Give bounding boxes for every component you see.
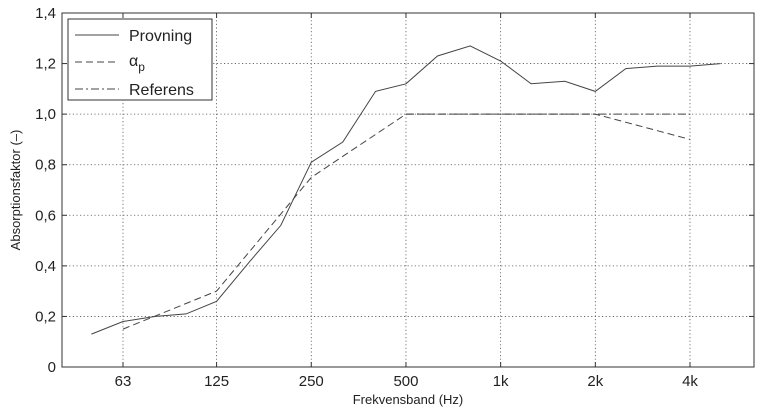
legend-label-provning: Provning xyxy=(129,28,192,45)
x-tick-label: 500 xyxy=(393,373,418,390)
x-tick-label: 250 xyxy=(299,373,324,390)
grid-layer xyxy=(62,13,754,367)
y-tick-label: 0,6 xyxy=(35,207,56,224)
x-tick-label: 63 xyxy=(115,373,132,390)
x-axis-title: Frekvensband (Hz) xyxy=(353,392,464,407)
legend-alpha-symbol: α xyxy=(129,53,138,70)
tick-layer: 63 125 250 500 1k 2k 4k 0 0,2 0,4 0,6 0,8 1,0 1,2 1,4 xyxy=(35,5,754,390)
x-tick-label: 1k xyxy=(493,373,509,390)
y-tick-label: 0 xyxy=(48,359,56,376)
y-tick-label: 1,0 xyxy=(35,106,56,123)
y-axis-title: Absorptionsfaktor (–) xyxy=(8,130,23,251)
series-line-1 xyxy=(122,113,691,330)
legend-alpha-subscript: p xyxy=(138,60,145,74)
legend: Provning αp Referens xyxy=(67,18,213,101)
legend-box xyxy=(67,18,213,101)
series-line-0 xyxy=(91,45,721,335)
x-tick-label: 125 xyxy=(204,373,229,390)
series-layer xyxy=(91,45,721,335)
x-tick-label: 4k xyxy=(682,373,698,390)
legend-label-alpha-p: αp xyxy=(129,53,145,74)
y-tick-label: 0,2 xyxy=(35,308,56,325)
y-tick-label: 0,4 xyxy=(35,258,56,275)
y-tick-label: 1,2 xyxy=(35,56,56,73)
plot-frame xyxy=(61,12,755,368)
legend-label-referens: Referens xyxy=(129,82,194,99)
y-tick-label: 1,4 xyxy=(35,5,56,22)
y-tick-label: 0,8 xyxy=(35,157,56,174)
x-tick-label: 2k xyxy=(587,373,603,390)
